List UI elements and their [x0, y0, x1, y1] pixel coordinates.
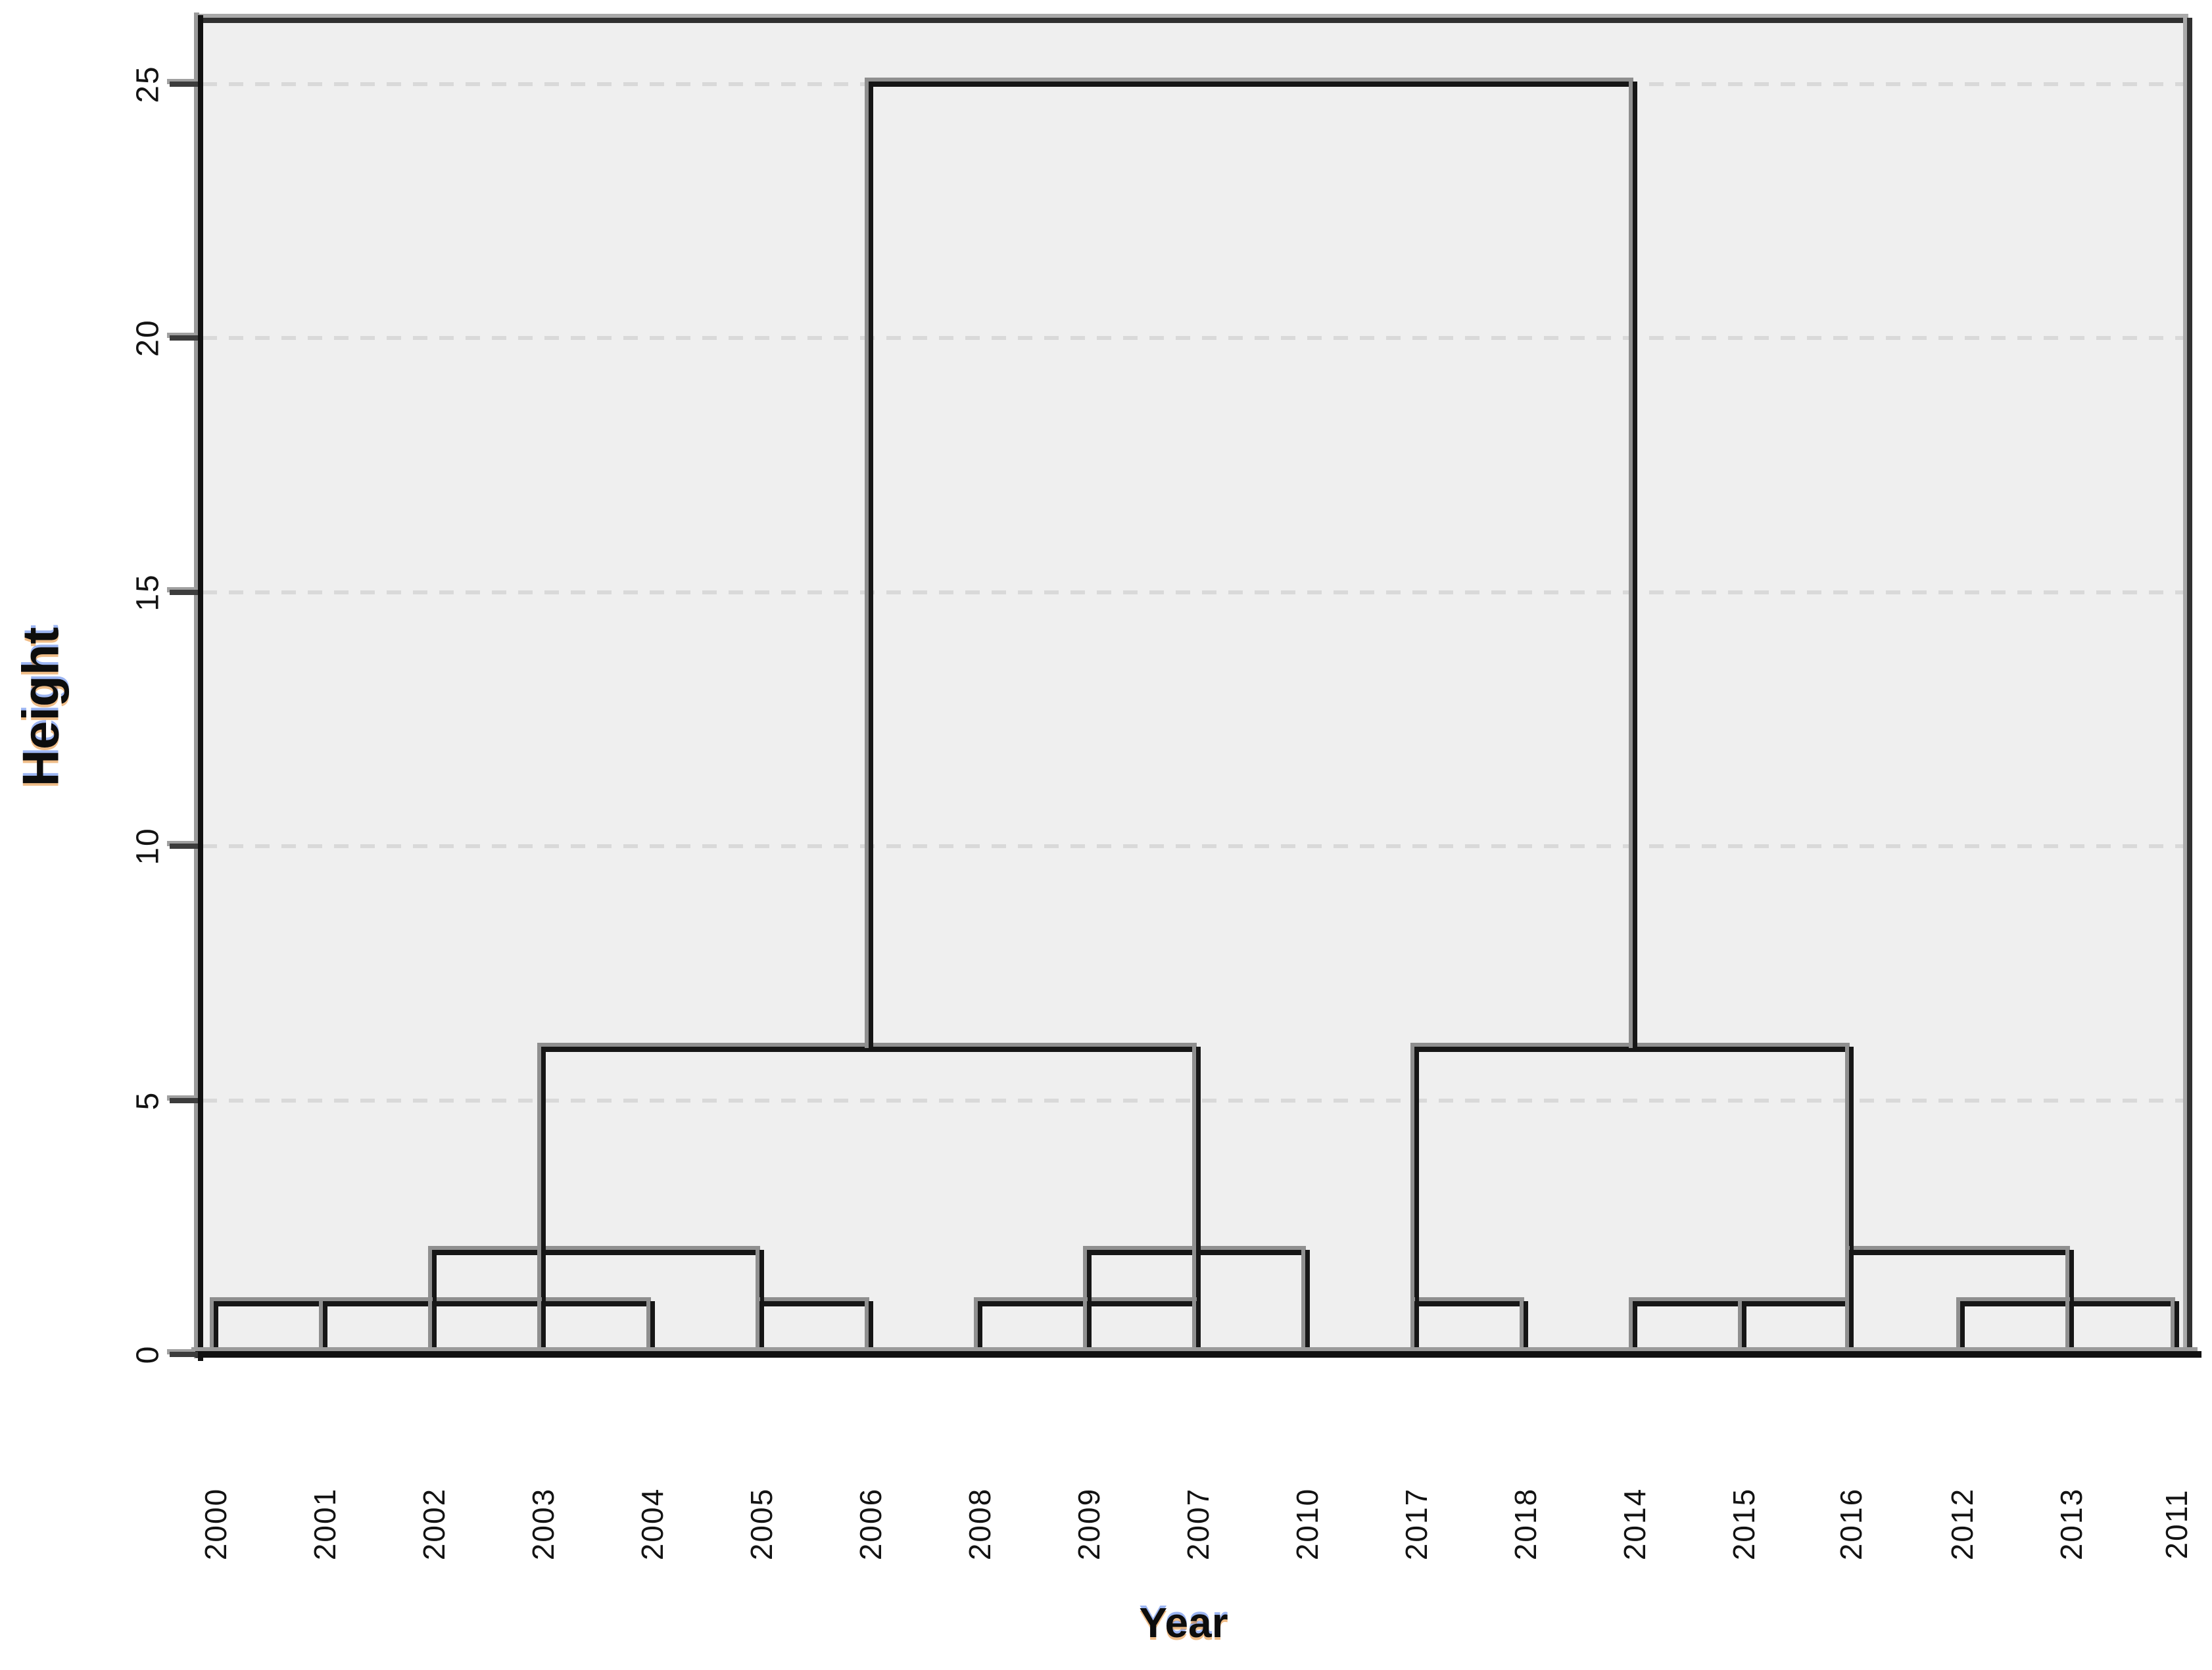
cluster-link-vertical: [1633, 1300, 1637, 1357]
y-axis-tick-0: [170, 1352, 198, 1357]
y-axis-title: Height: [11, 627, 70, 787]
cluster-link-vertical: [1196, 1300, 1201, 1357]
cluster-link-vertical: [1305, 1250, 1310, 1357]
y-tick-label-0: 0: [130, 1345, 166, 1364]
panel-right-border: [2187, 18, 2192, 1354]
y-axis-tick-25: [170, 81, 198, 87]
cluster-link-vertical: [541, 1300, 546, 1357]
x-tick-label-year: 2003: [526, 1487, 560, 1561]
gridline-20: [203, 336, 2188, 340]
cluster-link-horizontal: [759, 1300, 873, 1306]
cluster-link-vertical: [1849, 1047, 1854, 1256]
cluster-link-vertical: [869, 81, 873, 1053]
x-axis-line: [195, 1351, 2201, 1358]
cluster-link-vertical: [1960, 1300, 1965, 1357]
cluster-link-vertical: [1633, 81, 1637, 1053]
cluster-link-vertical: [1742, 1300, 1746, 1357]
x-tick-label-year: 2012: [1945, 1487, 1979, 1561]
cluster-link-vertical: [759, 1250, 764, 1306]
y-axis-tick-10: [170, 844, 198, 849]
cluster-link-horizontal: [1849, 1250, 2074, 1256]
cluster-link-vertical: [869, 1300, 873, 1357]
x-tick-label-year: 2006: [854, 1487, 888, 1561]
cluster-link-vertical: [650, 1300, 655, 1357]
cluster-link-horizontal: [869, 81, 1637, 87]
x-tick-label-year: 2014: [1618, 1487, 1652, 1561]
cluster-link-vertical: [1087, 1300, 1092, 1357]
x-tick-label-year: 2009: [1072, 1487, 1106, 1561]
x-tick-label-year: 2015: [1727, 1487, 1761, 1561]
x-tick-label-year: 2017: [1399, 1487, 1433, 1561]
cluster-link-vertical: [1414, 1047, 1419, 1306]
cluster-link-vertical: [1849, 1250, 1854, 1357]
gridline-5: [203, 1098, 2188, 1103]
x-tick-label-year: 2008: [963, 1487, 997, 1561]
y-axis-tick-15: [170, 589, 198, 595]
cluster-link-vertical: [541, 1047, 546, 1306]
x-tick-label-year: 2005: [744, 1487, 779, 1561]
x-tick-label-year: 2016: [1834, 1487, 1868, 1561]
y-tick-label-5: 5: [130, 1091, 166, 1110]
x-tick-label-year: 2010: [1290, 1487, 1324, 1561]
cluster-link-vertical: [1196, 1047, 1201, 1306]
x-tick-label-year: 2002: [417, 1487, 451, 1561]
cluster-link-vertical: [432, 1300, 437, 1357]
plot-panel: [198, 18, 2192, 1354]
y-axis-tick-5: [170, 1097, 198, 1103]
cluster-link-horizontal: [1414, 1300, 1528, 1306]
cluster-link-vertical: [2069, 1250, 2074, 1306]
cluster-link-horizontal: [432, 1250, 764, 1256]
x-tick-label-year: 2011: [2159, 1489, 2194, 1560]
cluster-link-vertical: [1087, 1250, 1092, 1306]
cluster-link-vertical: [323, 1300, 327, 1357]
cluster-link-vertical: [432, 1250, 437, 1306]
cluster-link-vertical: [1524, 1300, 1528, 1357]
y-axis-spine: [198, 15, 203, 1361]
y-tick-label-20: 20: [130, 319, 166, 357]
gridline-15: [203, 590, 2188, 594]
y-tick-label-25: 25: [130, 64, 166, 103]
cluster-link-vertical: [2175, 1300, 2179, 1357]
cluster-link-vertical: [214, 1300, 218, 1357]
x-tick-label-year: 2000: [199, 1487, 233, 1561]
x-axis-title: Year: [1139, 1599, 1228, 1646]
panel-top-border: [198, 18, 2192, 23]
x-tick-label-year: 2018: [1508, 1487, 1543, 1561]
y-tick-label-10: 10: [130, 827, 166, 865]
y-axis-tick-20: [170, 335, 198, 341]
cluster-link-vertical: [1414, 1300, 1419, 1357]
cluster-link-vertical: [759, 1300, 764, 1357]
cluster-link-vertical: [2069, 1300, 2074, 1357]
x-tick-label-year: 2001: [308, 1487, 342, 1561]
x-tick-label-year: 2004: [635, 1487, 669, 1561]
x-tick-label-year: 2007: [1181, 1487, 1215, 1561]
cluster-link-vertical: [978, 1300, 982, 1357]
gridline-10: [203, 844, 2188, 848]
x-tick-label-year: 2013: [2054, 1487, 2088, 1561]
y-tick-label-15: 15: [130, 573, 166, 611]
